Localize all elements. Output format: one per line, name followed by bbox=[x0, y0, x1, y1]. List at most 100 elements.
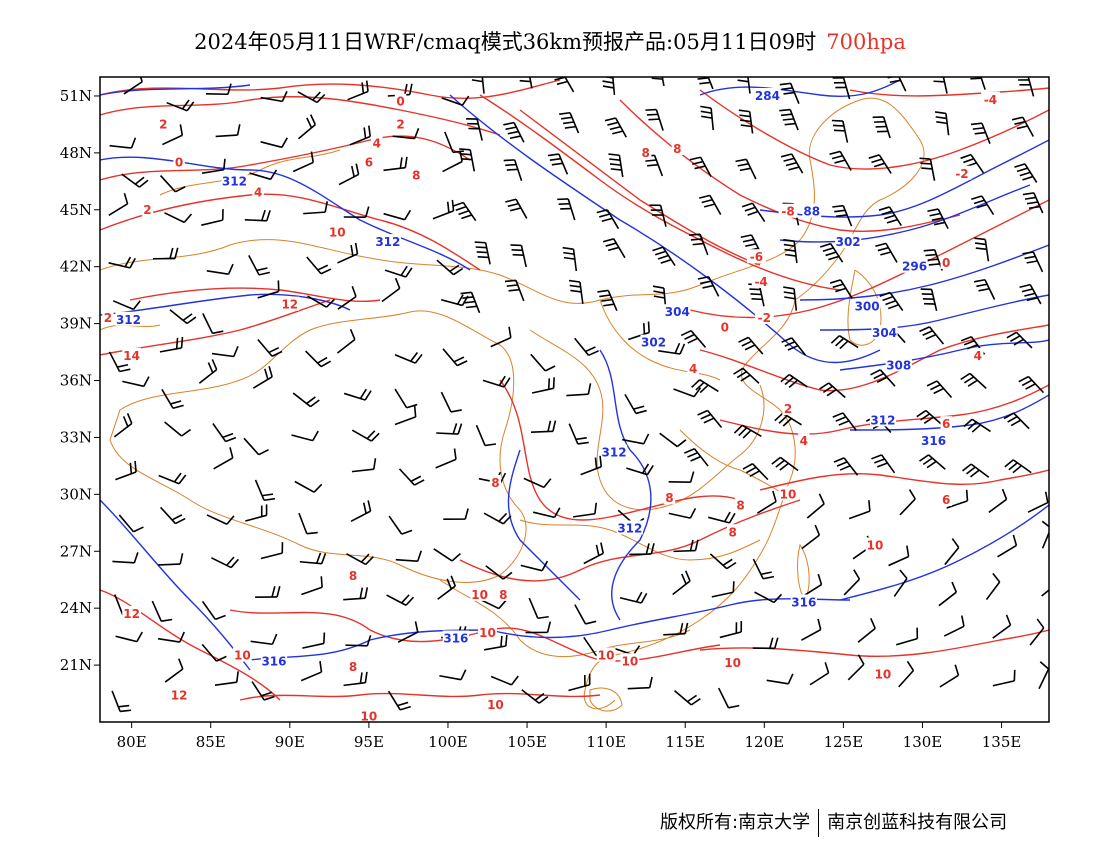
wind-barb bbox=[645, 108, 664, 131]
wind-barb bbox=[754, 591, 783, 604]
x-tick-label: 105E bbox=[507, 733, 547, 751]
wind-barb bbox=[158, 553, 184, 566]
wind-barb bbox=[118, 514, 144, 533]
contour-label-bg bbox=[663, 490, 676, 505]
province-boundary bbox=[599, 299, 721, 381]
contour-label: 2 bbox=[784, 402, 792, 416]
wind-barb bbox=[939, 664, 960, 688]
wind-barb bbox=[490, 675, 519, 686]
contour-label: 8 bbox=[728, 525, 736, 539]
wind-barb bbox=[1018, 375, 1045, 394]
wind-barb bbox=[962, 463, 990, 478]
wind-barb bbox=[819, 242, 844, 263]
wind-barb bbox=[934, 111, 950, 136]
contour-label-bg bbox=[869, 412, 897, 427]
wind-barb bbox=[443, 508, 469, 520]
contour-label-bg bbox=[778, 203, 798, 218]
wind-barb bbox=[1029, 618, 1045, 646]
wind-barb bbox=[439, 669, 467, 681]
wind-barb bbox=[919, 326, 945, 345]
wind-barb bbox=[627, 676, 653, 690]
contour-label-bg bbox=[122, 347, 142, 362]
wind-barb bbox=[689, 156, 712, 177]
wind-barb bbox=[255, 586, 281, 599]
contour-label: 10 bbox=[361, 709, 378, 723]
contour-label-bg bbox=[687, 361, 699, 376]
contour-label-bg bbox=[616, 520, 643, 535]
temperature-contour bbox=[499, 379, 741, 521]
wind-barb bbox=[160, 506, 186, 525]
wind-barb bbox=[442, 150, 463, 173]
contour-label-bg bbox=[885, 357, 912, 372]
province-boundary bbox=[679, 429, 791, 501]
contour-label-bg bbox=[169, 687, 189, 702]
province-boundary bbox=[439, 579, 691, 658]
wind-barb bbox=[459, 148, 476, 172]
wind-barb bbox=[254, 479, 276, 502]
y-tick-label: 51N bbox=[60, 87, 92, 105]
wind-barb bbox=[658, 342, 686, 355]
wind-barb bbox=[843, 569, 861, 596]
x-tick-label: 130E bbox=[903, 733, 943, 751]
wind-barb bbox=[337, 285, 357, 310]
wind-barb bbox=[201, 158, 226, 174]
contour-label-bg bbox=[374, 234, 401, 249]
wind-barb bbox=[893, 569, 908, 597]
contour-label-bg bbox=[790, 594, 817, 609]
wind-barb bbox=[299, 552, 327, 565]
wind-barb bbox=[337, 329, 356, 354]
wind-barb bbox=[452, 201, 477, 222]
contour-label-bg bbox=[754, 309, 774, 324]
wind-barb bbox=[781, 337, 807, 356]
contour-label-bg bbox=[620, 653, 640, 668]
contour-label: -2 bbox=[955, 167, 968, 181]
wind-barb bbox=[833, 457, 859, 476]
wind-barb bbox=[668, 471, 695, 483]
contour-label: 12 bbox=[171, 688, 188, 702]
contour-label: 8 bbox=[349, 660, 357, 674]
contour-label-bg bbox=[497, 586, 510, 601]
wind-barb bbox=[697, 275, 720, 297]
contour-label-bg bbox=[489, 474, 502, 489]
wind-barb bbox=[1027, 491, 1049, 513]
contour-label: 4 bbox=[373, 136, 381, 150]
contour-label-bg bbox=[115, 311, 142, 326]
x-tick-label: 100E bbox=[428, 733, 468, 751]
province-boundary bbox=[529, 329, 765, 511]
province-boundary bbox=[519, 519, 761, 561]
wind-barb bbox=[201, 600, 226, 621]
wind-barb bbox=[847, 654, 865, 681]
contour-label: 10 bbox=[867, 539, 884, 553]
wind-barb bbox=[1011, 116, 1034, 137]
wind-barb bbox=[944, 538, 960, 566]
wind-barb bbox=[442, 348, 468, 367]
plot-area bbox=[100, 77, 1049, 722]
wind-barb bbox=[923, 249, 943, 271]
contour-label: 10 bbox=[875, 668, 892, 682]
contour-label-bg bbox=[981, 91, 1000, 106]
wind-barb bbox=[291, 430, 319, 442]
contour-label: 316 bbox=[261, 654, 286, 668]
wind-barb bbox=[213, 447, 234, 470]
height-contour bbox=[100, 84, 251, 96]
wind-barb bbox=[202, 313, 224, 335]
wind-barb bbox=[992, 669, 1016, 687]
contour-label: 312 bbox=[870, 413, 895, 427]
wind-barb bbox=[298, 512, 318, 535]
wind-barb bbox=[471, 77, 485, 94]
wind-barb bbox=[306, 256, 332, 275]
wind-barb bbox=[212, 423, 237, 443]
wind-barb bbox=[741, 202, 766, 222]
wind-barb bbox=[783, 286, 798, 311]
contour-label-bg bbox=[260, 653, 288, 668]
x-tick-label: 125E bbox=[824, 733, 864, 751]
wind-barb bbox=[433, 548, 461, 562]
x-tick-label: 85E bbox=[196, 733, 226, 751]
wind-barb bbox=[737, 77, 751, 94]
contour-label: 12 bbox=[281, 298, 298, 312]
wind-barb bbox=[115, 461, 137, 481]
wind-barb bbox=[629, 543, 655, 556]
y-tick-label: 39N bbox=[60, 315, 92, 333]
wind-barb bbox=[649, 204, 667, 227]
temperature-contour bbox=[759, 469, 1049, 491]
